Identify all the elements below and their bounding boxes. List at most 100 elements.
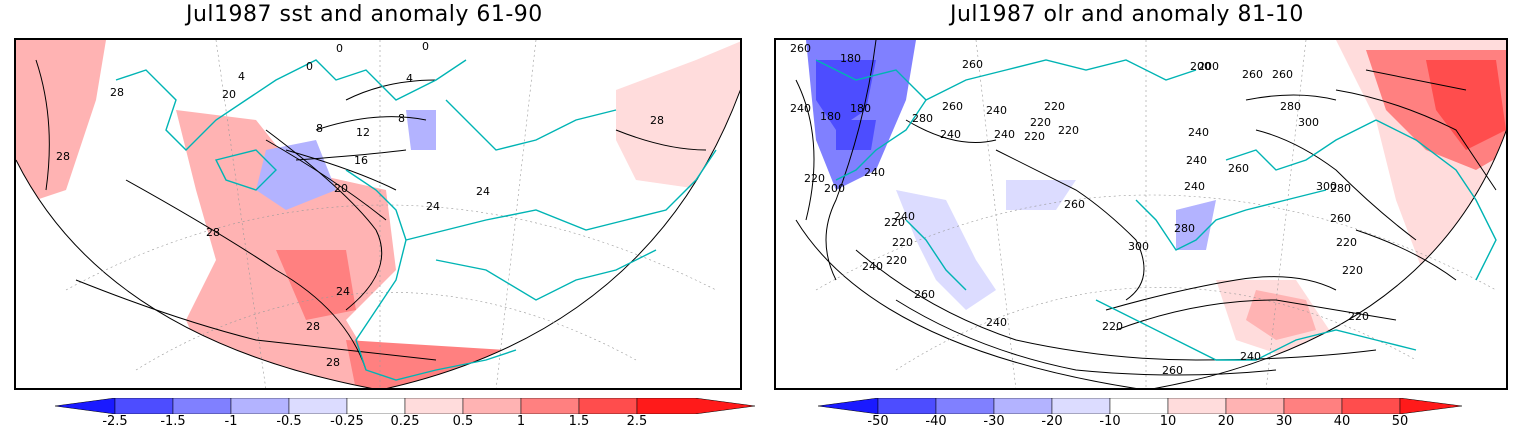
left-cbar-label: -2.5 <box>102 414 128 429</box>
olr-anomaly-cool-patch <box>836 120 876 150</box>
left-map-svg: 28 28 28 28 28 28 24 24 24 20 20 16 12 8… <box>16 40 740 388</box>
left-cbar-seg <box>578 398 638 414</box>
contour-label: 240 <box>894 210 915 223</box>
contour-label: 28 <box>56 150 70 163</box>
contour-label: 280 <box>912 112 933 125</box>
contour-label: 180 <box>850 102 871 115</box>
left-panel-title: Jul1987 sst and anomaly 61-90 <box>186 2 543 27</box>
contour-label: 300 <box>1298 116 1319 129</box>
left-cbar-label: -0.25 <box>330 414 364 429</box>
left-colorbar <box>55 398 755 414</box>
contour-label: 220 <box>1030 116 1051 129</box>
contour-label: 220 <box>1348 310 1369 323</box>
sst-anomaly-warm-west <box>16 40 106 200</box>
right-cbar-seg <box>1109 398 1169 414</box>
right-cbar-seg <box>993 398 1053 414</box>
left-cbar-seg <box>55 398 116 414</box>
contour-label: 20 <box>334 182 348 195</box>
contour-label: 4 <box>406 72 413 85</box>
left-cbar-seg <box>288 398 348 414</box>
right-cbar-seg <box>1399 398 1462 414</box>
contour-label: 240 <box>1188 126 1209 139</box>
contour-label: 200 <box>1190 60 1211 73</box>
contour-label: 12 <box>356 126 370 139</box>
contour-label: 260 <box>942 100 963 113</box>
left-cbar-seg <box>462 398 522 414</box>
contour-label: 240 <box>1186 154 1207 167</box>
left-cbar-label: 1 <box>516 414 526 429</box>
right-cbar-label: 20 <box>1217 414 1235 429</box>
right-map: 260 180 180 180 240 220 200 240 220 220 … <box>774 38 1508 390</box>
contour-label: 280 <box>1174 222 1195 235</box>
right-cbar-seg <box>818 398 879 414</box>
left-contour-labels: 28 28 28 28 28 28 24 24 24 20 20 16 12 8… <box>56 40 664 369</box>
contour-label: 260 <box>914 288 935 301</box>
left-cbar-seg <box>520 398 580 414</box>
contour-label: 260 <box>790 42 811 55</box>
right-cbar-label: 30 <box>1275 414 1293 429</box>
left-cbar-seg <box>230 398 290 414</box>
right-map-svg: 260 180 180 180 240 220 200 240 220 220 … <box>790 40 1506 388</box>
contour-label: 220 <box>884 216 905 229</box>
contour-label: 260 <box>1330 212 1351 225</box>
left-cbar-label: 1.5 <box>568 414 590 429</box>
left-cbar-label: 2.5 <box>626 414 648 429</box>
right-cbar-seg <box>1341 398 1401 414</box>
contour-label: 260 <box>1242 68 1263 81</box>
left-cbar-seg <box>172 398 232 414</box>
contour-label: 220 <box>1058 124 1079 137</box>
contour-label: 8 <box>398 112 405 125</box>
left-cbar-label: -0.5 <box>276 414 302 429</box>
right-cbar-seg <box>1225 398 1285 414</box>
left-cbar-seg <box>404 398 464 414</box>
left-cbar-label: 0.5 <box>452 414 474 429</box>
left-cbar-seg <box>346 398 406 414</box>
right-cbar-label: -40 <box>925 414 947 429</box>
right-cbar-label: -10 <box>1099 414 1121 429</box>
right-cbar-seg <box>877 398 937 414</box>
contour-label: 16 <box>354 154 368 167</box>
contour-label: 240 <box>864 166 885 179</box>
left-cbar-label: 0.25 <box>390 414 420 429</box>
contour-label: 220 <box>804 172 825 185</box>
contour-label: 220 <box>1102 320 1123 333</box>
contour-label: 8 <box>316 122 323 135</box>
contour-label: 28 <box>650 114 664 127</box>
right-cbar-label: -20 <box>1041 414 1063 429</box>
contour-label: 0 <box>306 60 313 73</box>
contour-label: 24 <box>336 285 350 298</box>
left-cbar-label: -1.5 <box>160 414 186 429</box>
right-cbar-seg <box>1167 398 1227 414</box>
right-panel-title: Jul1987 olr and anomaly 81-10 <box>950 2 1304 27</box>
contour-label: 180 <box>840 52 861 65</box>
olr-anomaly-cool-atlantic <box>1006 180 1076 210</box>
contour-label: 0 <box>336 42 343 55</box>
contour-label: 260 <box>1162 364 1183 377</box>
left-cbar-label: -1 <box>224 414 238 429</box>
contour-label: 4 <box>238 70 245 83</box>
contour-label: 240 <box>1184 180 1205 193</box>
contour-label: 240 <box>994 128 1015 141</box>
sst-anomaly-cool-baltic <box>406 110 436 150</box>
contour-label: 220 <box>1342 264 1363 277</box>
right-cbar-label: -30 <box>983 414 1005 429</box>
right-cbar-label: 10 <box>1159 414 1177 429</box>
right-cbar-seg <box>1283 398 1343 414</box>
contour-label: 260 <box>1228 162 1249 175</box>
contour-label: 280 <box>1280 100 1301 113</box>
right-colorbar <box>818 398 1462 414</box>
contour-label: 24 <box>476 185 490 198</box>
olr-anomaly-warm-east-core <box>1426 60 1506 150</box>
contour-label: 240 <box>986 316 1007 329</box>
sst-anomaly-warm-core <box>276 250 356 320</box>
left-cbar-seg <box>636 398 755 414</box>
right-cbar-seg <box>1051 398 1111 414</box>
contour-label: 28 <box>110 86 124 99</box>
contour-label: 260 <box>1272 68 1293 81</box>
right-contour-labels: 260 180 180 180 240 220 200 240 220 220 … <box>790 42 1369 377</box>
contour-label: 260 <box>962 58 983 71</box>
contour-label: 220 <box>892 236 913 249</box>
contour-label: 28 <box>306 320 320 333</box>
contour-label: 220 <box>1336 236 1357 249</box>
left-cbar-seg <box>114 398 174 414</box>
